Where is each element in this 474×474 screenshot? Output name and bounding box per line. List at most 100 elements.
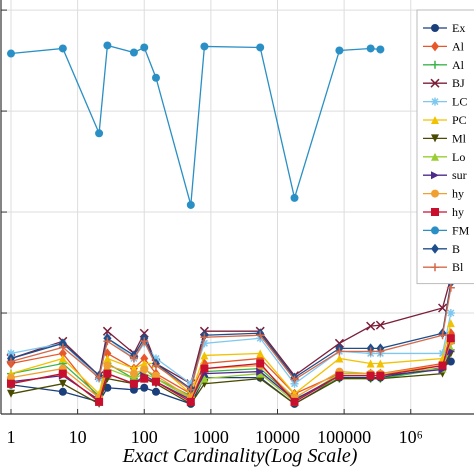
marker (6, 373, 15, 382)
marker (376, 45, 385, 54)
marker (58, 387, 67, 396)
marker (58, 369, 67, 378)
legend-label: sur (452, 168, 467, 182)
marker (290, 379, 299, 388)
marker (431, 116, 439, 124)
series-line (10, 360, 452, 405)
series-line (10, 341, 452, 399)
marker (6, 379, 15, 388)
marker (256, 367, 265, 376)
marker (438, 349, 447, 358)
marker (140, 353, 149, 364)
marker (431, 152, 439, 161)
marker (256, 43, 265, 52)
marker (376, 371, 385, 380)
marker (431, 189, 439, 198)
x-tick-label: 10 (69, 427, 87, 447)
x-tick-label: 100 (131, 427, 158, 447)
marker (446, 283, 455, 292)
legend-label: Ex (452, 21, 465, 35)
x-axis-label: Exact Cardinality(Log Scale) (122, 445, 358, 467)
legend-label: B (452, 242, 460, 256)
marker (446, 334, 455, 343)
marker (6, 49, 15, 58)
marker (129, 48, 138, 57)
marker (151, 371, 160, 380)
marker (103, 41, 112, 50)
x-tick-label: 1 (6, 427, 15, 447)
legend-label: LC (452, 95, 467, 109)
marker (366, 359, 375, 368)
marker (140, 365, 149, 374)
marker (151, 387, 160, 396)
marker (6, 349, 15, 358)
marker (431, 263, 439, 272)
marker (431, 243, 439, 254)
marker (438, 303, 448, 313)
series-line (10, 277, 452, 385)
legend-box (416, 9, 474, 285)
legend-label: Ml (452, 131, 467, 145)
marker (431, 97, 439, 106)
marker (335, 371, 344, 380)
marker (438, 361, 447, 370)
marker (431, 60, 439, 69)
marker (186, 379, 195, 388)
legend-label: hy (452, 205, 464, 219)
marker (186, 385, 195, 394)
marker (151, 377, 160, 386)
marker (290, 397, 299, 406)
marker (200, 351, 209, 360)
marker (200, 333, 209, 342)
legend-label: Al (452, 58, 465, 72)
marker (334, 338, 344, 348)
legend-label: BJ (452, 76, 465, 90)
legend-label: Al (452, 39, 465, 53)
marker (95, 129, 104, 138)
marker (151, 361, 160, 370)
marker (129, 354, 138, 363)
marker (103, 354, 112, 363)
marker (151, 354, 160, 363)
marker (256, 331, 265, 340)
series-line (10, 353, 452, 405)
marker (200, 374, 209, 383)
marker (431, 226, 439, 235)
marker (58, 44, 67, 53)
marker (140, 374, 149, 383)
marker (335, 46, 344, 55)
marker (129, 369, 138, 378)
marker (335, 354, 344, 363)
marker (58, 348, 67, 359)
marker (102, 326, 112, 336)
marker (376, 359, 385, 368)
series-line (10, 322, 452, 396)
marker (58, 379, 67, 388)
marker (58, 343, 67, 352)
x-tick-label: 10⁶ (399, 427, 423, 447)
marker (446, 347, 455, 356)
series-line (10, 44, 381, 206)
marker (366, 371, 375, 380)
marker (446, 309, 455, 318)
x-tick-label: 1000 (193, 427, 229, 447)
marker (186, 200, 195, 209)
legend-label: Bl (452, 260, 464, 274)
marker (129, 385, 138, 394)
marker (58, 354, 67, 363)
legend-label: FM (452, 223, 470, 237)
marker (103, 337, 112, 346)
marker (256, 349, 265, 358)
marker (186, 397, 195, 406)
marker (446, 319, 455, 328)
marker (95, 397, 104, 406)
marker (366, 44, 375, 53)
marker (375, 320, 385, 330)
marker (335, 347, 344, 356)
marker (366, 347, 375, 356)
marker (438, 331, 447, 340)
marker (140, 43, 149, 52)
marker (140, 337, 149, 346)
series-line (10, 338, 452, 403)
